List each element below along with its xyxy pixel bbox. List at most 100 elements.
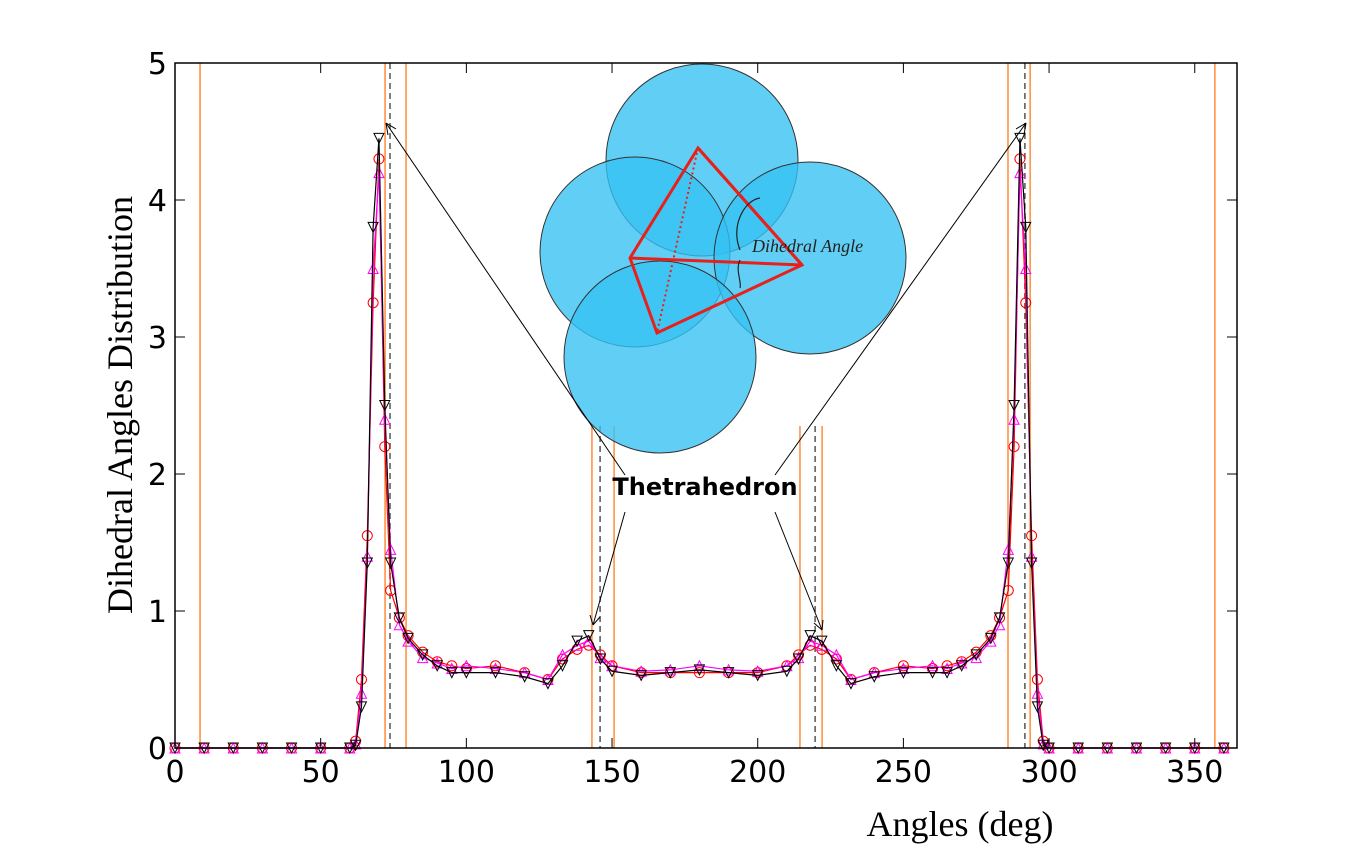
- y-tick-label: 2: [148, 458, 167, 493]
- axes-frame: [174, 62, 1238, 749]
- marker: [518, 671, 531, 683]
- y-tick-label: 0: [148, 732, 167, 767]
- marker: [664, 663, 677, 676]
- y-tick-label: 5: [148, 47, 167, 82]
- marker: [993, 612, 1006, 624]
- marker: [460, 667, 473, 679]
- marker: [431, 660, 444, 672]
- marker: [816, 635, 828, 648]
- marker: [1037, 737, 1050, 750]
- hidden-edge: [656, 147, 699, 334]
- marker: [489, 667, 502, 679]
- marker: [1014, 132, 1026, 145]
- marker: [1002, 557, 1015, 570]
- marker: [781, 665, 793, 678]
- marker: [1019, 262, 1032, 274]
- marker: [941, 660, 953, 672]
- marker: [402, 632, 414, 645]
- marker: [941, 667, 953, 679]
- marker: [845, 673, 857, 685]
- marker: [367, 262, 379, 274]
- marker: [393, 612, 406, 624]
- marker: [635, 669, 647, 682]
- marker: [752, 667, 764, 679]
- marker: [361, 557, 374, 570]
- x-axis-label: Angles (deg): [867, 804, 1054, 844]
- marker: [868, 671, 881, 683]
- marker: [594, 653, 607, 666]
- marker: [722, 667, 735, 679]
- marker: [606, 665, 618, 678]
- marker: [518, 666, 531, 679]
- sphere: [713, 161, 907, 355]
- marker: [489, 662, 502, 675]
- marker: [926, 667, 939, 679]
- marker: [804, 630, 816, 642]
- marker: [1008, 413, 1020, 425]
- tetrahedron-edge: [629, 256, 803, 267]
- sphere: [563, 260, 757, 454]
- marker: [378, 413, 391, 425]
- angle-arrow: [736, 197, 761, 289]
- marker: [970, 651, 983, 664]
- marker: [556, 660, 569, 672]
- marker: [582, 630, 595, 642]
- marker: [460, 659, 473, 672]
- series-line: [175, 138, 1224, 749]
- marker: [556, 648, 569, 661]
- annotation-arrows: [385, 122, 1027, 631]
- marker: [897, 667, 910, 679]
- marker: [1025, 557, 1038, 570]
- marker: [489, 660, 501, 672]
- marker: [955, 656, 968, 669]
- x-tick-label: 200: [729, 755, 786, 790]
- marker: [378, 400, 391, 412]
- marker: [693, 659, 706, 672]
- marker: [355, 701, 368, 714]
- x-tick-label: 150: [583, 755, 640, 790]
- series-line: [175, 172, 1224, 749]
- reference-lines: [199, 63, 1216, 748]
- x-tick-label: 250: [875, 755, 932, 790]
- marker: [926, 659, 939, 672]
- marker: [349, 739, 362, 752]
- marker: [635, 665, 647, 677]
- marker: [349, 737, 362, 750]
- marker: [367, 221, 379, 234]
- marker: [416, 651, 429, 664]
- y-tick-label: 4: [148, 184, 167, 219]
- marker: [1008, 441, 1020, 453]
- marker: [830, 648, 843, 661]
- marker: [542, 673, 554, 685]
- marker: [897, 660, 909, 672]
- marker: [751, 665, 764, 677]
- marker: [1008, 400, 1020, 412]
- marker: [955, 660, 968, 672]
- marker: [897, 662, 910, 675]
- marker: [1019, 221, 1032, 234]
- marker: [984, 632, 997, 645]
- marker: [571, 635, 583, 648]
- marker: [792, 653, 805, 666]
- marker: [542, 678, 554, 690]
- marker: [845, 678, 857, 690]
- y-tick-label: 1: [148, 595, 167, 630]
- marker: [384, 557, 397, 570]
- marker: [868, 666, 881, 679]
- marker: [373, 132, 385, 145]
- marker: [445, 662, 458, 675]
- marker: [416, 649, 429, 661]
- y-tick-label: 3: [148, 321, 167, 356]
- y-axis-label: Dihedral Angles Distribution: [100, 196, 140, 614]
- x-tick-label: 0: [165, 755, 184, 790]
- inset-label: Dihedral Angle: [751, 236, 863, 256]
- x-tick-label: 100: [438, 755, 495, 790]
- x-tick-label: 350: [1166, 755, 1223, 790]
- marker: [664, 667, 677, 679]
- marker: [751, 669, 764, 682]
- x-tick-label: 300: [1020, 755, 1077, 790]
- marker: [722, 663, 735, 676]
- marker: [379, 441, 391, 453]
- marker: [693, 664, 706, 677]
- marker: [830, 660, 843, 672]
